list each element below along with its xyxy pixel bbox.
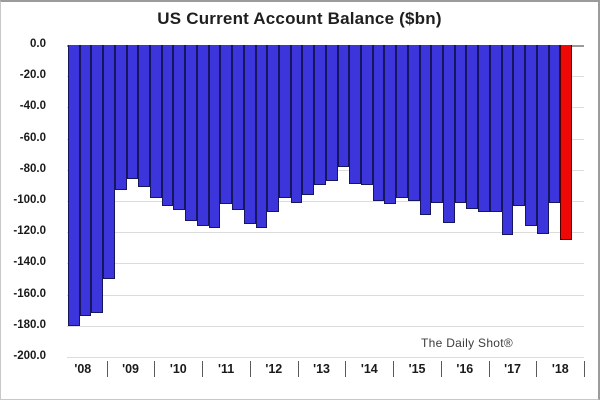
bar (114, 45, 127, 191)
y-axis-tick-label: -100.0 (13, 194, 46, 206)
bar (185, 45, 197, 222)
x-axis-year-label: '14 (360, 362, 378, 376)
gridline (67, 357, 584, 358)
gridline (67, 232, 584, 234)
y-axis-tick-label: -20.0 (19, 69, 46, 82)
chart-title: US Current Account Balance ($bn) (157, 9, 442, 28)
bar (150, 45, 162, 198)
x-axis-year-label: '17 (504, 362, 521, 376)
bar (68, 45, 80, 326)
bar (196, 45, 209, 226)
bar (278, 45, 291, 198)
plot-area: 0.0 -20.0 -40.0 -60.0 -80.0 -100.0 -120.0 -140.… (13, 38, 584, 362)
x-axis-tick (584, 361, 586, 377)
x-axis-tick (488, 361, 490, 377)
bar (161, 45, 174, 206)
bar (536, 45, 549, 234)
x-axis: '08 '09 '10 '11 '12 '13 '14 '15 '16 '17 '18 (67, 359, 586, 383)
bar (325, 45, 338, 181)
bar (489, 45, 502, 212)
y-axis-tick-label: -160.0 (13, 287, 46, 300)
bar (501, 45, 514, 236)
x-axis-tick (249, 361, 251, 377)
x-axis-year-label: '09 (122, 362, 139, 376)
x-axis-year-label: '12 (265, 362, 283, 376)
x-axis-tick (106, 361, 108, 377)
y-axis-tick-label: -140.0 (13, 256, 46, 269)
x-axis-tick (393, 361, 395, 377)
bar (220, 45, 233, 205)
bar (454, 45, 467, 203)
y-axis-tick-label: -200.0 (13, 350, 46, 362)
source-attribution: The Daily Shot® (421, 336, 514, 350)
bar (208, 45, 221, 228)
bar (513, 45, 526, 206)
bar (478, 45, 490, 212)
bar (243, 45, 256, 225)
bar (79, 45, 92, 317)
bar (384, 45, 397, 205)
bar (431, 45, 444, 203)
x-axis-tick (440, 361, 442, 377)
bar (255, 45, 268, 228)
gridline (67, 263, 584, 265)
x-axis-tick (536, 361, 538, 377)
bar (419, 45, 432, 216)
gridline (67, 325, 584, 327)
bar (232, 45, 244, 211)
x-axis-year-label: '10 (169, 362, 187, 376)
x-axis-tick (202, 361, 204, 377)
bar (173, 45, 186, 211)
gridline (67, 201, 584, 202)
bar (548, 45, 561, 203)
bar (396, 45, 408, 198)
bar (302, 45, 315, 195)
bar (349, 45, 361, 184)
bar (267, 45, 279, 212)
x-axis-year-label: '15 (408, 362, 426, 376)
bar (337, 45, 350, 167)
bar (138, 45, 151, 187)
y-axis-tick-label: -40.0 (19, 100, 46, 113)
bar (407, 45, 420, 201)
x-axis-year-label: '11 (217, 362, 235, 376)
bar (361, 45, 373, 186)
x-axis-year-label: '13 (313, 362, 330, 376)
x-axis-year-label: '18 (551, 362, 569, 376)
x-axis-tick (297, 361, 299, 377)
bar (91, 45, 104, 314)
y-axis-tick-label: -60.0 (19, 131, 46, 144)
bar (525, 45, 537, 226)
bar (443, 45, 455, 223)
y-axis-tick-label: -180.0 (13, 318, 46, 331)
bar (314, 45, 326, 186)
bar (466, 45, 479, 209)
x-axis-year-label: '16 (456, 362, 474, 376)
bar (103, 45, 115, 279)
x-axis-tick (345, 361, 347, 377)
bar-highlighted-latest (560, 45, 572, 240)
bar (126, 45, 139, 180)
bar (372, 45, 385, 201)
x-axis-year-label: '08 (74, 362, 92, 376)
y-axis-tick-label: 0.0 (30, 38, 46, 50)
y-axis-tick-label: -120.0 (13, 225, 46, 238)
gridline (67, 294, 584, 296)
bar (290, 45, 303, 203)
x-axis-tick (154, 361, 156, 377)
y-axis-tick-label: -80.0 (19, 162, 46, 175)
